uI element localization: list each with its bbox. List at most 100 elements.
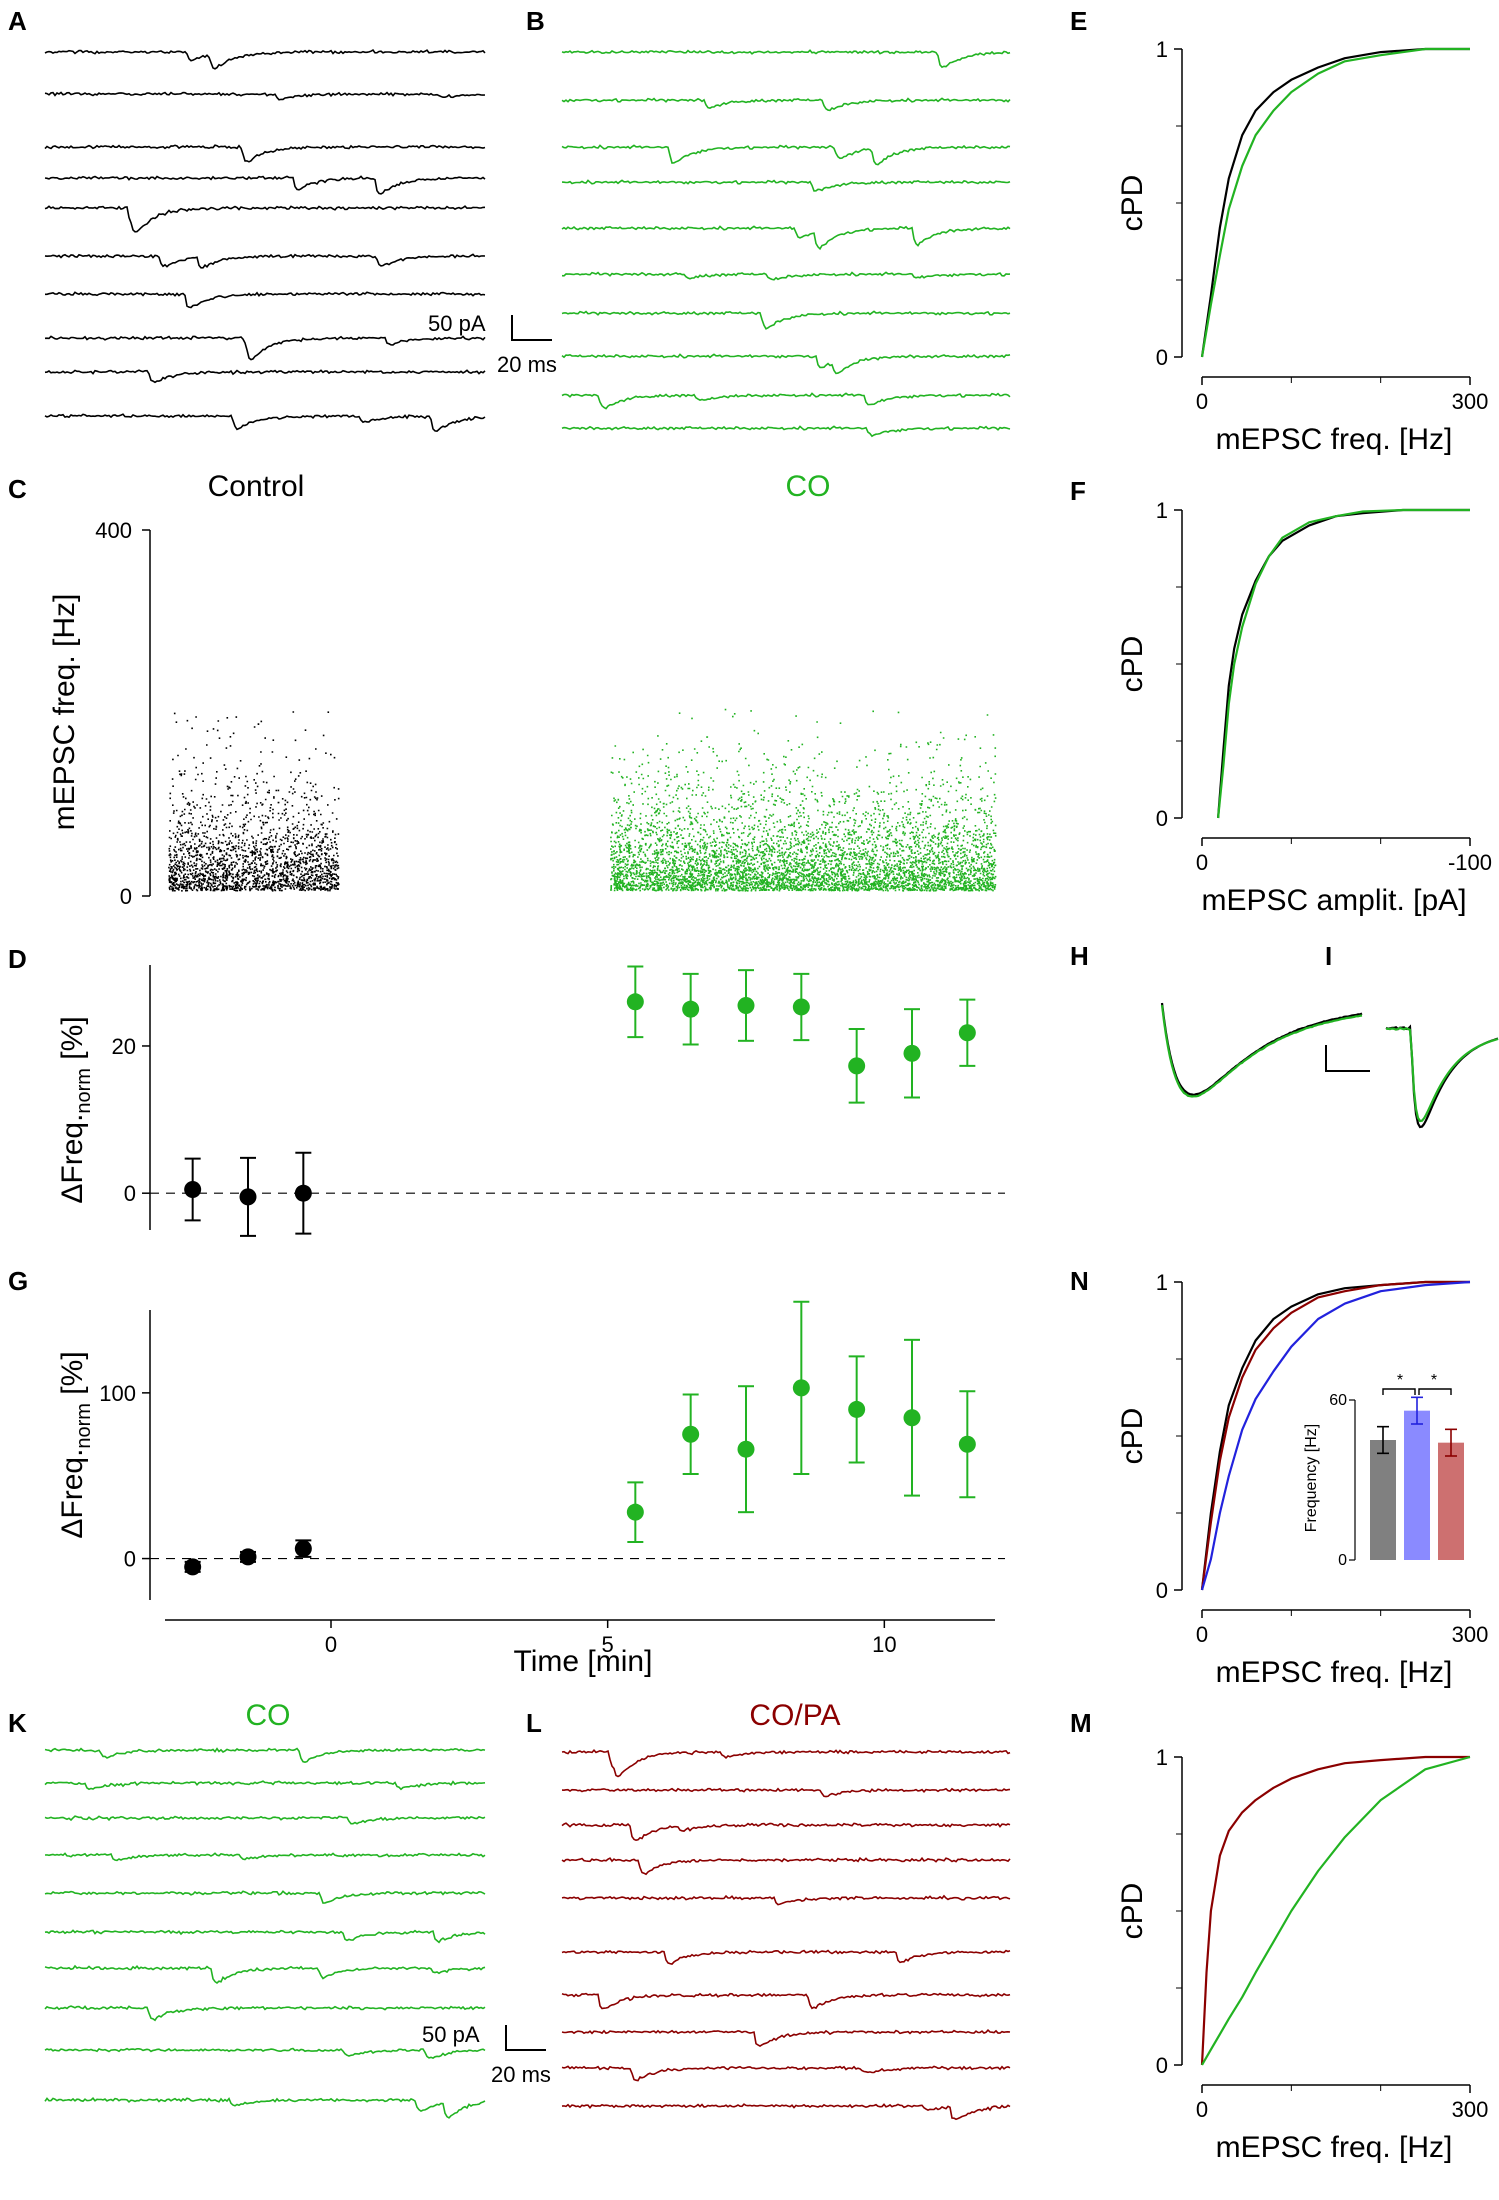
data-point bbox=[184, 1558, 202, 1576]
panel-label-f: F bbox=[1070, 476, 1086, 506]
panel-n-inset-bar-chart: Frequency [Hz] 0 60 * * bbox=[1303, 1372, 1464, 1569]
scale-bar-k: 50 pA 20 ms bbox=[422, 2022, 551, 2087]
x-tick-label: 0 bbox=[1196, 2097, 1208, 2122]
traces-panel-a bbox=[44, 49, 486, 433]
x-tick-label: 5 bbox=[602, 1632, 614, 1657]
panel-label-i: I bbox=[1325, 941, 1332, 971]
trace-line bbox=[561, 310, 1011, 330]
significance-star: * bbox=[1397, 1372, 1403, 1389]
inset-bar bbox=[1370, 1440, 1396, 1560]
trace-line bbox=[44, 2097, 486, 2119]
average-trace-co bbox=[1385, 1026, 1499, 1123]
y-tick-label: 0 bbox=[124, 1181, 136, 1206]
trace-line bbox=[561, 1949, 1011, 1965]
panel-d-ylabel: ΔFreq.norm [%] bbox=[56, 1016, 95, 1203]
trace-title-l: CO/PA bbox=[749, 1699, 840, 1732]
scale-time-label-a: 20 ms bbox=[497, 352, 557, 377]
y-tick-label: 0 bbox=[124, 1547, 136, 1572]
panel-label-e: E bbox=[1070, 6, 1087, 36]
panel-i-scale-bar bbox=[1325, 1045, 1370, 1072]
average-trace-co bbox=[1160, 1004, 1363, 1098]
trace-line bbox=[561, 353, 1011, 375]
x-tick-label: 0 bbox=[325, 1632, 337, 1657]
trace-line bbox=[44, 1747, 486, 1764]
trace-line bbox=[44, 144, 486, 163]
x-tick-label: 300 bbox=[1452, 2097, 1489, 2122]
trace-line bbox=[44, 335, 486, 361]
panel-c-scatter: Control CO 400 0 mEPSC freq. [Hz] bbox=[48, 470, 997, 909]
scatter-dots-co bbox=[610, 708, 997, 892]
trace-line bbox=[44, 1964, 486, 1985]
data-point bbox=[792, 998, 810, 1016]
trace-line bbox=[44, 2047, 486, 2059]
significance-star: * bbox=[1431, 1372, 1437, 1389]
trace-line bbox=[44, 1815, 486, 1825]
data-point bbox=[792, 1379, 810, 1397]
cdf-line-co bbox=[1217, 508, 1470, 819]
scale-amp-label-k: 50 pA bbox=[422, 2022, 480, 2047]
x-tick-label: 300 bbox=[1452, 1622, 1489, 1647]
trace-line bbox=[45, 291, 486, 309]
panel-label-l: L bbox=[526, 1708, 542, 1738]
panel-c-title-control: Control bbox=[208, 470, 305, 503]
trace-line bbox=[44, 175, 486, 195]
panel-d-chart: 0 20 ΔFreq.norm [%] bbox=[56, 965, 1005, 1237]
trace-line bbox=[561, 97, 1011, 112]
trace-line bbox=[561, 1822, 1011, 1842]
trace-line bbox=[561, 1787, 1011, 1798]
panel-d-marks bbox=[184, 965, 976, 1237]
panel-label-h: H bbox=[1070, 941, 1089, 971]
inset-bar bbox=[1438, 1442, 1464, 1560]
data-point bbox=[903, 1044, 921, 1062]
trace-line bbox=[561, 1856, 1011, 1876]
trace-line bbox=[561, 179, 1011, 192]
trace-line bbox=[561, 1749, 1011, 1778]
panel-label-m: M bbox=[1070, 1708, 1092, 1738]
panel-i-average-mepsc bbox=[1325, 1024, 1499, 1129]
x-tick-label: 300 bbox=[1452, 389, 1489, 414]
trace-line bbox=[561, 225, 1011, 251]
data-point bbox=[737, 996, 755, 1014]
panel-c-title-co: CO bbox=[786, 470, 831, 503]
significance-bracket bbox=[1418, 1388, 1452, 1395]
trace-line bbox=[561, 1992, 1011, 2010]
panel-label-b: B bbox=[526, 6, 545, 36]
trace-line bbox=[44, 253, 486, 269]
scale-time-label-k: 20 ms bbox=[491, 2062, 551, 2087]
trace-line bbox=[44, 2005, 486, 2022]
data-point bbox=[737, 1440, 755, 1458]
panel-g-xlabel: Time [min] bbox=[514, 1645, 653, 1678]
cdf-line-blue bbox=[1200, 1280, 1471, 1591]
panel-c-ylabel: mEPSC freq. [Hz] bbox=[48, 594, 81, 831]
trace-line bbox=[44, 1929, 486, 1944]
scale-amp-label-a: 50 pA bbox=[428, 311, 486, 336]
data-point bbox=[184, 1181, 202, 1199]
y-tick-label: 0 bbox=[1156, 2053, 1168, 2078]
average-trace-control bbox=[1385, 1024, 1499, 1129]
panel-c-ytick-label-0: 0 bbox=[120, 884, 132, 909]
data-point bbox=[239, 1188, 257, 1206]
panel-label-d: D bbox=[8, 944, 27, 974]
y-axis-label: cPD bbox=[1116, 175, 1149, 232]
trace-line bbox=[561, 425, 1011, 438]
panel-g-marks bbox=[184, 1300, 976, 1576]
trace-line bbox=[561, 1894, 1011, 1906]
trace-line bbox=[44, 91, 486, 101]
x-axis-label: mEPSC amplit. [pA] bbox=[1201, 884, 1466, 917]
data-point bbox=[682, 1425, 700, 1443]
trace-line bbox=[561, 271, 1011, 281]
scale-bar-a: 50 pA 20 ms bbox=[428, 311, 557, 377]
y-tick-label: 0 bbox=[1156, 1578, 1168, 1603]
data-point bbox=[848, 1057, 866, 1075]
panel-m-chart: 0 1 0 300 mEPSC freq. [Hz] cPD bbox=[1116, 1745, 1488, 2164]
trace-line bbox=[561, 49, 1011, 69]
panel-g-ylabel-sub: norm bbox=[73, 1403, 95, 1449]
x-axis-label: mEPSC freq. [Hz] bbox=[1216, 1656, 1453, 1689]
scatter-dots-control bbox=[168, 711, 340, 892]
cdf-line-co bbox=[1200, 47, 1470, 358]
trace-line bbox=[44, 413, 486, 433]
y-tick-label: 0 bbox=[1156, 345, 1168, 370]
trace-line bbox=[561, 144, 1011, 166]
